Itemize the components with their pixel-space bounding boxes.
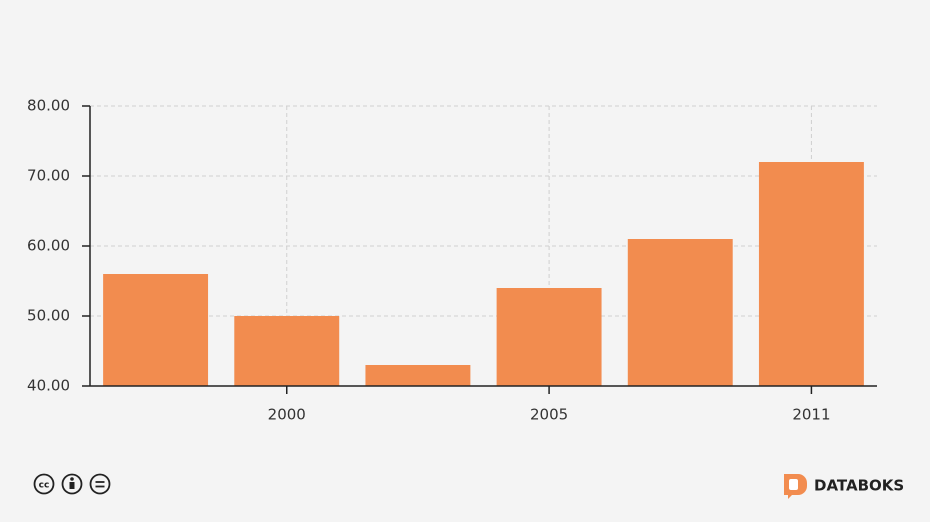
bar: [758, 162, 864, 386]
bar: [496, 288, 602, 386]
brand-logo: DATABOKS: [784, 474, 904, 499]
bar: [103, 274, 209, 386]
plot: 40.00 50.00 60.00 70.00 80.00 2000 2005 2011: [27, 97, 877, 424]
bar: [234, 316, 340, 386]
x-tick-label: 2005: [530, 406, 568, 424]
x-tick-label: 2011: [792, 406, 830, 424]
license-icons: cc: [33, 473, 111, 495]
y-tick-label: 50.00: [27, 307, 70, 325]
y-tick-label: 40.00: [27, 377, 70, 395]
svg-text:cc: cc: [39, 481, 50, 491]
x-tick-label: 2000: [268, 406, 306, 424]
y-tick-label: 70.00: [27, 167, 70, 185]
bar: [365, 365, 471, 386]
brand-name: DATABOKS: [814, 477, 904, 495]
y-tick-label: 80.00: [27, 97, 70, 115]
bar: [627, 239, 733, 386]
y-tick-label: 60.00: [27, 237, 70, 255]
